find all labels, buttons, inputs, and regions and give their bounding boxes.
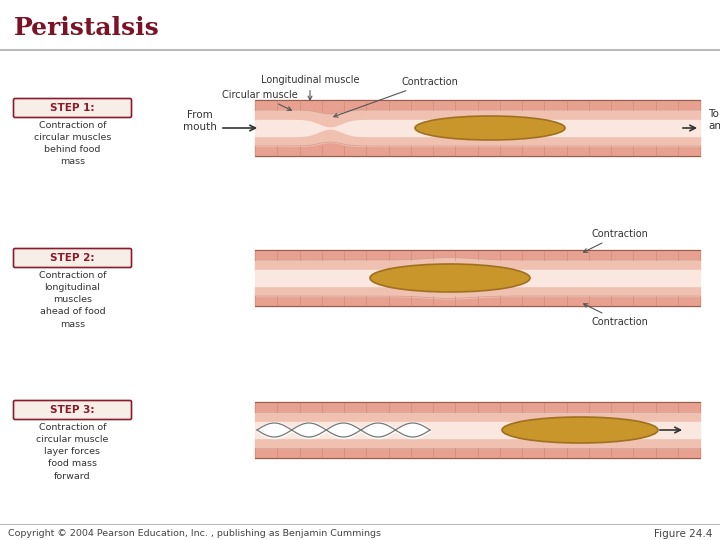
FancyBboxPatch shape xyxy=(14,98,132,118)
Text: Copyright © 2004 Pearson Education, Inc. , publishing as Benjamin Cummings: Copyright © 2004 Pearson Education, Inc.… xyxy=(8,530,381,538)
Text: STEP 2:: STEP 2: xyxy=(50,253,95,263)
FancyBboxPatch shape xyxy=(14,401,132,420)
Text: STEP 1:: STEP 1: xyxy=(50,103,95,113)
Text: Peristalsis: Peristalsis xyxy=(14,16,160,40)
Ellipse shape xyxy=(502,417,658,443)
FancyBboxPatch shape xyxy=(14,248,132,267)
Text: STEP 3:: STEP 3: xyxy=(50,405,95,415)
Text: From
mouth: From mouth xyxy=(183,110,217,132)
Text: Contraction: Contraction xyxy=(584,304,649,327)
Text: Longitudinal muscle: Longitudinal muscle xyxy=(261,75,359,100)
Text: Contraction: Contraction xyxy=(334,77,459,117)
Text: To
anus: To anus xyxy=(708,109,720,131)
Text: Circular muscle: Circular muscle xyxy=(222,90,298,110)
Text: Contraction of
circular muscles
behind food
mass: Contraction of circular muscles behind f… xyxy=(34,121,111,166)
Text: Contraction of
circular muscle
layer forces
food mass
forward: Contraction of circular muscle layer for… xyxy=(36,423,109,481)
Ellipse shape xyxy=(370,264,530,292)
Text: Contraction of
longitudinal
muscles
ahead of food
mass: Contraction of longitudinal muscles ahea… xyxy=(39,271,107,329)
Text: Contraction: Contraction xyxy=(584,229,649,252)
Ellipse shape xyxy=(415,116,565,140)
Text: Figure 24.4: Figure 24.4 xyxy=(654,529,712,539)
